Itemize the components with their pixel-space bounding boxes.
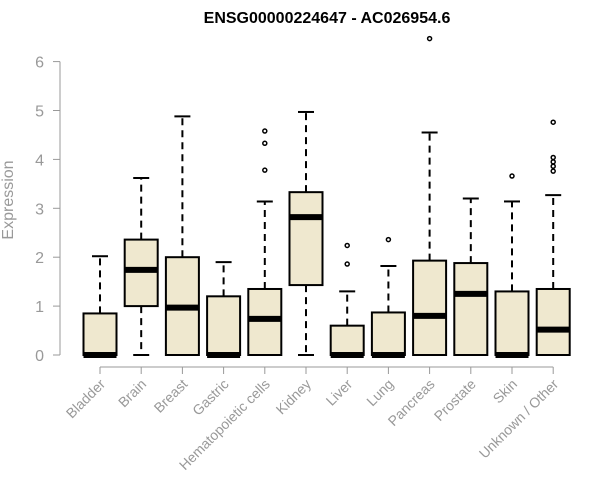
chart-title: ENSG00000224647 - AC026954.6 [204, 10, 451, 27]
outlier-point [344, 261, 350, 267]
y-tick-label: 3 [35, 201, 44, 218]
y-axis-label: Expression [0, 160, 17, 239]
outlier-point [550, 119, 556, 125]
box-iqr [412, 259, 448, 356]
x-tick-label: Breast [151, 376, 191, 416]
outlier-point [262, 128, 268, 134]
box-iqr [453, 262, 489, 356]
box-iqr [494, 290, 530, 356]
outlier-point [550, 163, 556, 169]
box-bladder [82, 255, 118, 358]
y-axis: 0 1 2 3 4 5 6 [35, 55, 61, 365]
outlier-point [385, 236, 392, 243]
outlier-point [509, 173, 515, 179]
box-iqr [247, 287, 283, 356]
box-breast [164, 115, 200, 357]
outlier-point [550, 159, 556, 165]
box-unknown-other [535, 119, 571, 356]
box-lung [370, 236, 406, 358]
outlier-point [550, 154, 556, 161]
x-tick-label: Liver [323, 376, 356, 409]
x-tick-label: Kidney [273, 376, 315, 418]
x-tick-label: Lung [363, 376, 396, 409]
outlier-point [344, 242, 350, 249]
box-pancreas [412, 35, 448, 356]
box-iqr [288, 191, 324, 287]
box-iqr [82, 312, 118, 356]
y-tick-label: 2 [35, 250, 44, 267]
y-tick-label: 5 [35, 104, 44, 121]
outlier-point [262, 140, 268, 147]
x-tick-label: Prostate [431, 376, 479, 424]
boxes-group [82, 35, 571, 358]
box-brain [123, 176, 159, 356]
box-iqr [329, 324, 365, 357]
y-tick-label: 0 [35, 348, 44, 365]
x-tick-label: Brain [115, 376, 149, 410]
outlier-point [550, 168, 556, 174]
y-tick-label: 1 [35, 299, 44, 316]
y-tick-label: 4 [35, 152, 44, 169]
outlier-point [426, 35, 433, 42]
x-tick-label: Skin [490, 376, 521, 407]
box-hematopoietic-cells [247, 128, 283, 356]
box-iqr [535, 287, 571, 356]
box-kidney [288, 110, 324, 356]
x-tick-label: Bladder [63, 376, 109, 422]
box-skin [494, 173, 530, 358]
box-iqr [370, 311, 406, 356]
box-iqr [206, 295, 242, 357]
box-liver [329, 242, 365, 358]
box-gastric [206, 261, 242, 358]
box-prostate [453, 197, 489, 356]
outlier-point [262, 167, 268, 173]
y-tick-label: 6 [35, 55, 44, 72]
